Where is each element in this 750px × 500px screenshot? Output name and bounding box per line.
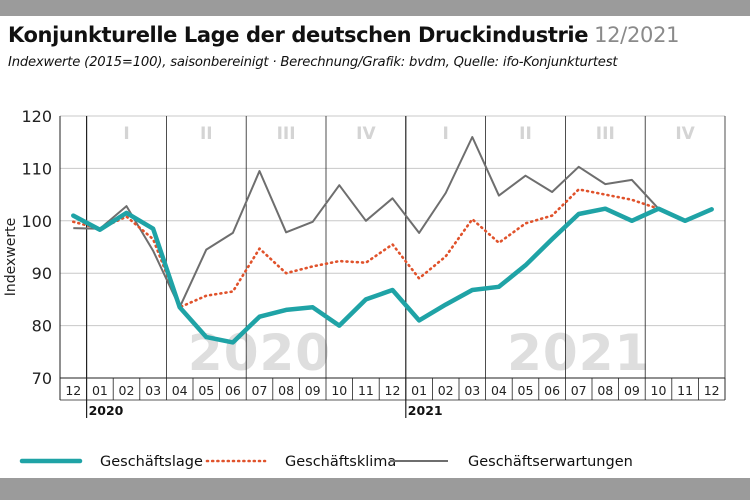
- quarter-label-3: III: [277, 124, 296, 144]
- x-tick-label: 03: [145, 383, 161, 398]
- x-tick-label: 10: [331, 383, 347, 398]
- year-watermark-2021: 2021: [507, 324, 650, 382]
- quarter-label-4: IV: [356, 124, 376, 144]
- x-tick-label: 01: [411, 383, 427, 398]
- y-tick-label: 120: [21, 107, 52, 126]
- chart-title: Konjunkturelle Lage der deutschen Drucki…: [8, 23, 589, 47]
- x-tick-label: 04: [491, 383, 507, 398]
- quarter-label-8: IV: [675, 124, 695, 144]
- quarter-label-2: II: [200, 124, 213, 144]
- x-tick-label: 10: [651, 383, 667, 398]
- year-label-2020: 2020: [89, 403, 124, 418]
- x-tick-label: 12: [704, 383, 720, 398]
- x-tick-label: 12: [385, 383, 401, 398]
- quarter-label-1: I: [123, 124, 129, 144]
- x-tick-label: 09: [305, 383, 321, 398]
- x-tick-label: 07: [252, 383, 268, 398]
- x-tick-label: 08: [597, 383, 613, 398]
- x-tick-label: 02: [438, 383, 454, 398]
- x-tick-label: 12: [65, 383, 81, 398]
- legend-label-1: Geschäftslage: [100, 454, 203, 470]
- x-tick-label: 11: [677, 383, 693, 398]
- chart-date: 12/2021: [594, 23, 680, 47]
- x-tick-label: 06: [544, 383, 560, 398]
- quarter-label-6: II: [519, 124, 532, 144]
- x-tick-label: 11: [358, 383, 374, 398]
- legend-label-3: Geschäftserwartungen: [468, 454, 633, 470]
- x-tick-label: 04: [172, 383, 188, 398]
- y-tick-label: 80: [32, 317, 52, 336]
- y-tick-label: 100: [21, 212, 52, 231]
- chart-title-row: Konjunkturelle Lage der deutschen Drucki…: [8, 19, 680, 53]
- series-line-geschäftsklima: [72, 188, 714, 309]
- y-tick-label: 70: [32, 369, 52, 388]
- year-watermark-2020: 2020: [188, 324, 331, 382]
- y-axis-title: Indexwerte: [3, 218, 19, 296]
- quarter-label-7: III: [596, 124, 615, 144]
- x-tick-label: 09: [624, 383, 640, 398]
- bottom-band: [0, 478, 750, 500]
- x-tick-label: 06: [225, 383, 241, 398]
- y-tick-label: 90: [32, 264, 52, 283]
- x-tick-label: 05: [198, 383, 214, 398]
- series-line-geschäftslage: [71, 206, 714, 345]
- x-tick-label: 07: [571, 383, 587, 398]
- quarter-label-5: I: [443, 124, 449, 144]
- x-tick-label: 05: [518, 383, 534, 398]
- year-label-2021: 2021: [408, 403, 443, 418]
- y-tick-label: 110: [21, 159, 52, 178]
- chart-subtitle: Indexwerte (2015=100), saisonbereinigt ·…: [8, 55, 618, 70]
- legend-label-2: Geschäftsklima: [285, 454, 396, 470]
- x-tick-label: 01: [92, 383, 108, 398]
- x-tick-label: 08: [278, 383, 294, 398]
- x-tick-label: 02: [119, 383, 135, 398]
- top-band: [0, 0, 750, 16]
- x-tick-label: 03: [464, 383, 480, 398]
